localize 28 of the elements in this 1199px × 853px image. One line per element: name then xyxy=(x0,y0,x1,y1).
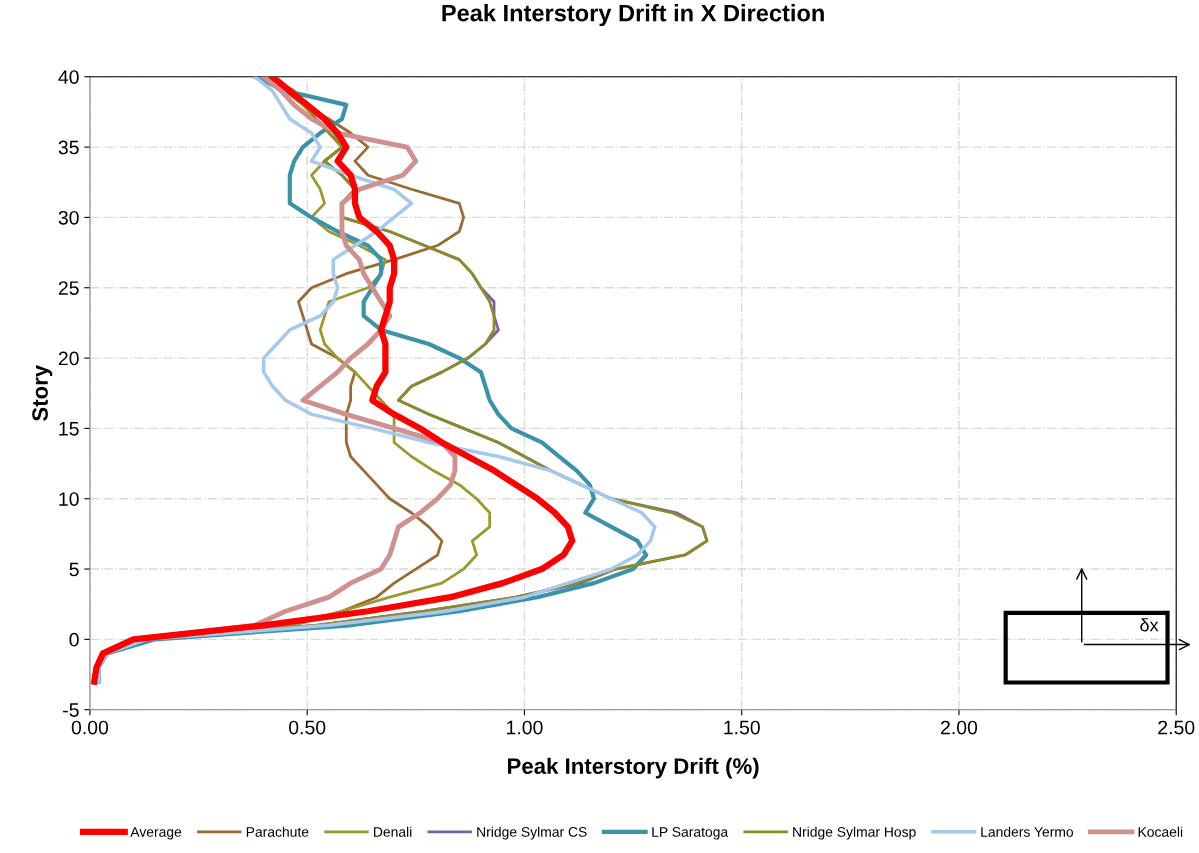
legend-label: Average xyxy=(130,827,182,840)
x-tick-label: 1.50 xyxy=(724,720,760,735)
legend-label: LP Saratoga xyxy=(652,827,729,840)
y-tick-label: 20 xyxy=(58,351,79,366)
x-tick-label: 2.50 xyxy=(1158,720,1195,735)
legend-label: Nridge Sylmar Hosp xyxy=(793,826,916,840)
legend-label: Parachute xyxy=(246,826,309,837)
annotation: δx xyxy=(1140,618,1159,632)
x-tick-label: 1.00 xyxy=(507,720,543,735)
legend-label: Denali xyxy=(374,826,412,837)
y-tick-label: 40 xyxy=(58,70,79,85)
y-tick-label: 15 xyxy=(59,422,79,436)
x-tick-label: 0.00 xyxy=(71,720,109,735)
y-tick-label: 0 xyxy=(69,632,79,647)
y-tick-label: 25 xyxy=(58,281,79,295)
legend-label: Nridge Sylmar CS xyxy=(477,826,587,840)
legend-label: Kocaeli xyxy=(1138,826,1183,837)
y-tick-label: 35 xyxy=(58,140,79,155)
x-tick-label: 0.50 xyxy=(289,720,326,735)
y-tick-label: 5 xyxy=(69,562,79,577)
y-tick-label: 10 xyxy=(59,492,79,506)
y-axis-title: Story xyxy=(32,364,53,421)
y-tick-label: -5 xyxy=(63,703,79,717)
x-tick-label: 2.00 xyxy=(941,720,978,735)
chart-title: Peak Interstory Drift in X Direction xyxy=(442,4,824,27)
x-axis-title: Peak Interstory Drift (%) xyxy=(507,757,759,779)
y-tick-label: 30 xyxy=(58,210,79,225)
legend-label: Landers Yermo xyxy=(981,826,1074,837)
